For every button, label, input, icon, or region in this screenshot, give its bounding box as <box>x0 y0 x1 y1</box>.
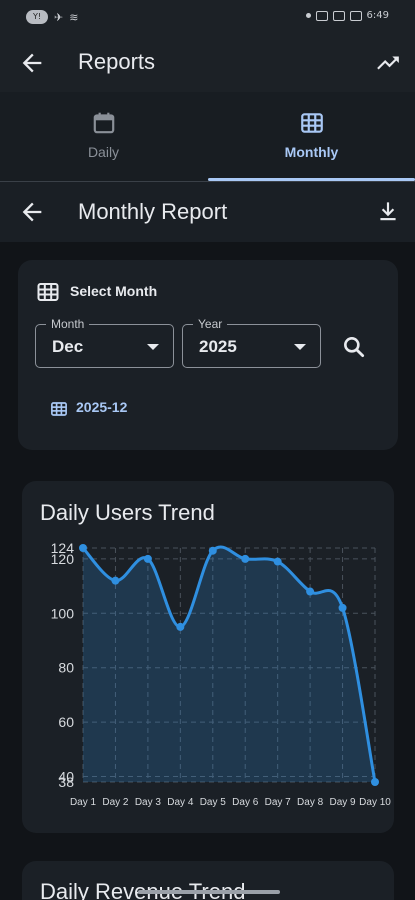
data-point <box>143 554 152 563</box>
app-notification-icon <box>349 10 362 21</box>
status-right-icons: 6:49 <box>305 10 389 21</box>
data-point <box>241 554 250 563</box>
x-tick-label: Day 9 <box>329 797 356 808</box>
series-area <box>83 546 375 782</box>
y-tick-label: 100 <box>51 605 75 621</box>
wifi-icon: ≋ <box>69 10 79 24</box>
youtube-icon <box>315 10 328 21</box>
y-tick-label: 120 <box>51 551 75 567</box>
users-trend-card: Daily Users Trend 38 40 60 80 100 120 124 Day 1… <box>22 481 394 833</box>
grid-icon <box>51 402 67 416</box>
x-tick-label: Day 4 <box>167 797 194 808</box>
arrow-back-icon[interactable] <box>18 49 46 77</box>
home-indicator[interactable] <box>138 890 280 894</box>
data-point <box>176 622 185 631</box>
page-title: Reports <box>78 49 156 74</box>
divider <box>0 181 415 182</box>
data-point <box>79 544 87 552</box>
airplane-icon: ✈ <box>54 10 64 24</box>
year-field-value: 2025 <box>199 337 237 356</box>
x-tick-label: Day 6 <box>232 797 259 808</box>
status-left-icons: Y! ✈ ≋ <box>26 10 78 24</box>
grid-icon <box>300 113 323 133</box>
data-point <box>208 546 217 555</box>
status-bar: Y! ✈ ≋ 6:49 <box>0 0 415 34</box>
x-tick-label: Day 5 <box>200 797 227 808</box>
x-tick-label: Day 10 <box>359 797 391 808</box>
app-bar: Reports <box>0 34 415 92</box>
y-tick-label: 38 <box>58 774 74 790</box>
revenue-trend-card: Daily Revenue Trend <box>22 861 394 900</box>
grid-icon <box>37 283 59 301</box>
x-tick-label: Day 3 <box>135 797 162 808</box>
revenue-chart-title: Daily Revenue Trend <box>40 879 245 900</box>
report-title: Monthly Report <box>78 199 228 224</box>
selected-month-chip[interactable]: 2025-12 <box>76 399 128 415</box>
download-icon[interactable] <box>375 198 401 224</box>
tab-indicator <box>208 178 415 181</box>
arrow-back-icon[interactable] <box>18 198 46 226</box>
content: Select Month Month Dec Year 2025 2025-12… <box>0 242 415 900</box>
tab-daily-label: Daily <box>87 144 120 160</box>
trending-up-icon[interactable] <box>375 50 401 76</box>
status-time: 6:49 <box>366 10 389 21</box>
y-tick-label: 40 <box>58 769 74 785</box>
data-point <box>338 603 347 612</box>
tab-monthly-label: Monthly <box>284 144 339 160</box>
data-point <box>111 576 120 585</box>
x-tick-label: Day 2 <box>102 797 129 808</box>
x-tick-label: Day 7 <box>265 797 292 808</box>
x-tick-label: Day 1 <box>70 797 97 808</box>
select-month-header: Select Month <box>70 283 158 299</box>
month-field-label: Month <box>46 317 90 331</box>
notification-dot-icon <box>305 13 311 18</box>
chevron-down-icon <box>294 344 306 350</box>
calendar-icon <box>93 112 114 134</box>
tab-daily[interactable]: Daily <box>0 92 207 182</box>
x-tick-label: Day 8 <box>297 797 324 808</box>
y-tick-label: 60 <box>58 714 74 730</box>
sub-app-bar: Monthly Report <box>0 182 415 242</box>
month-field-value: Dec <box>52 337 84 356</box>
tab-monthly[interactable]: Monthly <box>208 92 415 182</box>
year-field-label: Year <box>193 317 228 331</box>
screen-record-icon <box>332 10 345 21</box>
data-point <box>273 557 282 566</box>
sim-icon: Y! <box>26 10 48 24</box>
search-icon[interactable] <box>341 334 367 360</box>
select-month-card: Select Month Month Dec Year 2025 2025-12 <box>18 260 398 450</box>
data-point <box>371 778 379 786</box>
month-dropdown[interactable]: Month Dec <box>35 317 174 368</box>
chevron-down-icon <box>147 344 159 350</box>
chart-title: Daily Users Trend <box>40 500 215 525</box>
year-dropdown[interactable]: Year 2025 <box>182 317 321 368</box>
data-point <box>306 587 315 596</box>
y-tick-label: 80 <box>58 660 74 676</box>
report-tabs: Daily Monthly <box>0 92 415 182</box>
y-tick-label: 124 <box>51 540 75 556</box>
